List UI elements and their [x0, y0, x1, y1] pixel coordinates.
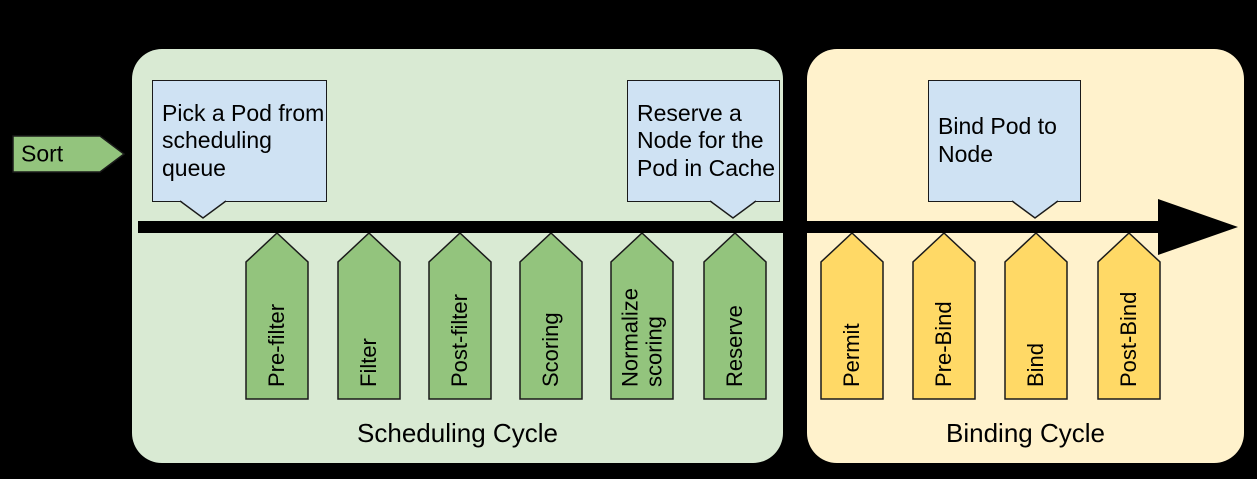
callout-pick-pod: Pick a Pod from scheduling queue: [152, 80, 327, 202]
callout-reserve-node-text: Reserve a Node for the Pod in Cache: [637, 99, 776, 181]
callout-bind-pod-tail: [1012, 200, 1058, 219]
callout-bind-pod-text: Bind Pod to Node: [938, 113, 1057, 167]
extension-point-pre-bind-label: Pre-Bind: [931, 301, 957, 387]
binding-cycle-label: Binding Cycle: [946, 418, 1105, 448]
sort-arrow: Sort: [12, 135, 125, 173]
extension-point-post-filter-label: Post-filter: [447, 294, 473, 387]
up-arrow-shape: [519, 232, 583, 400]
up-arrow-shape: [1004, 232, 1068, 400]
up-arrow-shape: [428, 232, 492, 400]
callout-pick-pod-text: Pick a Pod from scheduling queue: [162, 99, 325, 181]
timeline-arrow-shaft: [138, 221, 1158, 233]
extension-point-pre-filter-label: Pre-filter: [264, 303, 290, 387]
callout-reserve-node: Reserve a Node for the Pod in Cache: [627, 80, 780, 202]
sort-arrow-label: Sort: [21, 140, 64, 167]
extension-point-reserve: Reserve: [703, 232, 767, 400]
extension-point-pre-bind: Pre-Bind: [912, 232, 976, 400]
scheduling-cycle-label: Scheduling Cycle: [357, 418, 558, 448]
up-arrow-shape: [245, 232, 309, 400]
extension-point-scoring: Scoring: [519, 232, 583, 400]
callout-pick-pod-tail: [180, 200, 226, 219]
extension-point-bind: Bind: [1004, 232, 1068, 400]
extension-point-filter: Filter: [337, 232, 401, 400]
extension-point-filter-label: Filter: [356, 338, 382, 387]
extension-point-bind-label: Bind: [1023, 342, 1049, 387]
up-arrow-shape: [1097, 232, 1161, 400]
timeline-arrow-head: [1158, 199, 1238, 255]
extension-point-reserve-label: Reserve: [722, 305, 748, 387]
extension-point-scoring-label: Scoring: [538, 312, 564, 387]
callout-bind-pod: Bind Pod to Node: [928, 80, 1081, 202]
up-arrow-shape: [610, 232, 674, 400]
extension-point-permit: Permit: [820, 232, 884, 400]
extension-point-post-bind-label: Post-Bind: [1116, 291, 1142, 387]
extension-point-permit-label: Permit: [839, 323, 865, 387]
extension-point-normalize-scoring-label: Normalize scoring: [617, 287, 666, 387]
extension-point-post-bind: Post-Bind: [1097, 232, 1161, 400]
up-arrow-shape: [912, 232, 976, 400]
extension-point-normalize-scoring: Normalize scoring: [610, 232, 674, 400]
up-arrow-shape: [703, 232, 767, 400]
up-arrow-shape: [820, 232, 884, 400]
extension-point-post-filter: Post-filter: [428, 232, 492, 400]
callout-reserve-node-tail: [710, 200, 756, 219]
sort-arrow-shape: [12, 135, 125, 173]
extension-point-pre-filter: Pre-filter: [245, 232, 309, 400]
up-arrow-shape: [337, 232, 401, 400]
